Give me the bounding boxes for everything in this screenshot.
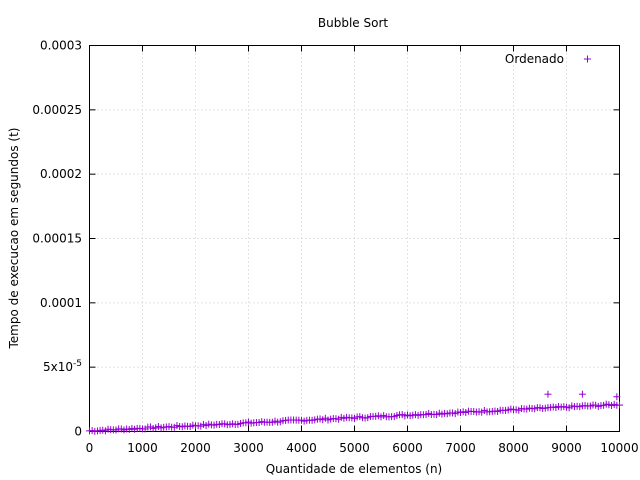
y-tick-label: 0.00025 [32, 103, 82, 117]
data-point-outlier [544, 390, 552, 398]
x-axis-label: Quantidade de elementos (n) [266, 462, 443, 476]
legend: Ordenado [505, 52, 591, 66]
chart-title: Bubble Sort [318, 16, 388, 30]
x-tick-label: 9000 [551, 441, 582, 455]
y-tick-label: 0 [74, 425, 82, 439]
legend-label-ordenado: Ordenado [505, 52, 564, 66]
x-tick-label: 1000 [127, 441, 158, 455]
x-tick-label: 4000 [286, 441, 317, 455]
legend-marker-plus-icon [584, 55, 591, 63]
y-tick-label: 0.0002 [40, 167, 82, 181]
x-tick-label: 8000 [498, 441, 529, 455]
y-axis: 0 5x10-5 0.0001 0.00015 0.0002 0.00025 0.0003 [32, 39, 620, 439]
x-tick-label: 6000 [392, 441, 423, 455]
y-tick-label: 5x10-5 [43, 359, 82, 374]
y-axis-label: Tempo de execucao em segundos (t) [7, 128, 21, 350]
data-point [616, 401, 623, 409]
x-tick-label: 2000 [180, 441, 211, 455]
x-tick-label: 0 [86, 441, 94, 455]
legend-marker-plus [584, 55, 591, 63]
grid [89, 45, 620, 432]
x-tick-label: 10000 [600, 441, 638, 455]
y-tick-label: 0.0003 [40, 39, 82, 53]
x-tick-label: 3000 [233, 441, 264, 455]
x-axis: 0 1000 2000 3000 4000 5000 6000 7000 8000 9000 100… [86, 45, 639, 455]
x-tick-label: 5000 [339, 441, 370, 455]
y-tick-label: 0.00015 [32, 232, 82, 246]
x-tick-label: 7000 [445, 441, 476, 455]
series-ordenado [86, 390, 623, 435]
data-point-outlier [613, 393, 621, 401]
y-tick-label: 0.0001 [40, 296, 82, 310]
data-point-outlier [578, 390, 586, 398]
